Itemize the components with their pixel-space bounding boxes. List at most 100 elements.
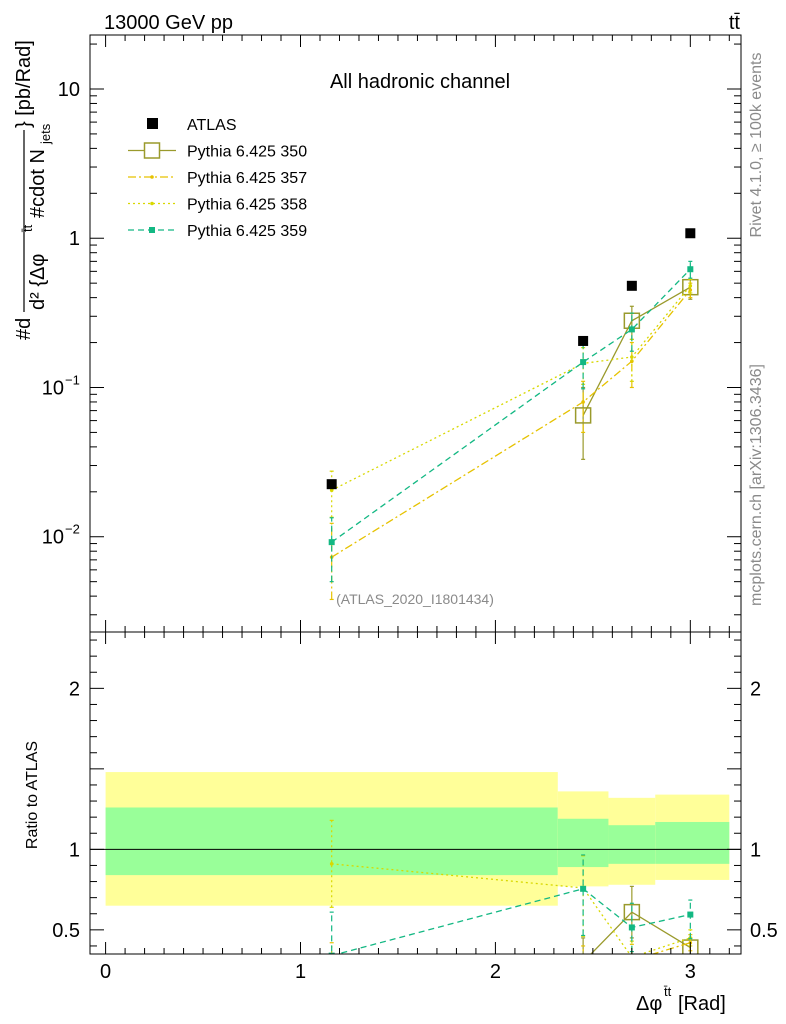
legend: ATLAS Pythia 6.425 350 Pythia 6.425 357 Pyt… bbox=[128, 117, 307, 240]
mcplots-label: mcplots.cern.ch [arXiv:1306.3436] bbox=[748, 364, 765, 606]
ratio-ytick-label-right-1: 1 bbox=[750, 839, 761, 861]
ratio-marks bbox=[328, 819, 699, 964]
ratio-ytick-label-left-0: 0.5 bbox=[52, 920, 80, 942]
main-title: All hadronic channel bbox=[330, 71, 510, 93]
ratio-pythia-6-425-357-line bbox=[650, 942, 691, 954]
main-ylabel-tail: #cdot N bbox=[27, 149, 49, 218]
ratio-pythia-6-425-357-point-0-marker bbox=[330, 957, 334, 961]
main-ylabel: #d d² {Δφ t̄t #cdot N jets } [pb/Rad] bbox=[13, 40, 53, 340]
main-series-atlas bbox=[326, 228, 696, 490]
main-ytick-exp: −1 bbox=[65, 372, 80, 387]
main-pythia-6-425-358-point-3-marker bbox=[688, 284, 693, 288]
legend-label: Pythia 6.425 358 bbox=[187, 197, 307, 214]
main-ytick-base: 1 bbox=[69, 228, 80, 250]
legend-marker bbox=[143, 142, 161, 159]
ratio-ytick-label-left-2: 2 bbox=[69, 678, 80, 700]
x-axis-title: Δφ t̄t [Rad] bbox=[636, 984, 726, 1015]
main-ylabel-unit: } [pb/Rad] bbox=[13, 40, 35, 128]
main-series-pythia-6-425-350 bbox=[574, 278, 699, 460]
ratio-bands bbox=[105, 772, 730, 906]
main-pythia-6-425-358-point-0-marker bbox=[329, 488, 334, 493]
main-ytick-label-2: 1 bbox=[69, 228, 80, 250]
main-series-pythia-6-425-357 bbox=[329, 282, 693, 601]
main-marks bbox=[326, 228, 699, 601]
legend-entry-pythia-6-425-358: Pythia 6.425 358 bbox=[128, 197, 307, 214]
main-pythia-6-425-350-point-0-marker bbox=[574, 407, 592, 424]
legend-marker bbox=[147, 118, 158, 129]
x-axis-title-sup: t̄t bbox=[664, 984, 672, 999]
main-ylabel-sub: jets bbox=[38, 123, 53, 145]
main-pythia-6-425-357-point-3-marker bbox=[688, 288, 693, 292]
legend-entry-pythia-6-425-350: Pythia 6.425 350 bbox=[128, 142, 307, 161]
ratio-panel: 0 1 2 3 0.5 0.5 1 1 2 2 Ratio to ATLAS Δφ t̄t [Ra… bbox=[24, 631, 778, 1015]
x-axis-title-unit: [Rad] bbox=[678, 993, 726, 1015]
legend-label: ATLAS bbox=[187, 117, 237, 134]
main-ylabel-denom: d² {Δφ bbox=[27, 254, 49, 310]
main-series-pythia-6-425-358 bbox=[329, 278, 693, 518]
main-series-pythia-6-425-359 bbox=[328, 260, 694, 583]
legend-entry-atlas: ATLAS bbox=[147, 117, 237, 134]
legend-label: Pythia 6.425 350 bbox=[187, 144, 307, 161]
ratio-pythia-6-425-359-point-3-marker bbox=[687, 911, 694, 918]
ratio-band-green-2 bbox=[608, 825, 656, 864]
main-ylabel-denom-sup: t̄t bbox=[20, 224, 35, 232]
legend-entry-pythia-6-425-357: Pythia 6.425 357 bbox=[128, 170, 307, 187]
ratio-axis-ticks: 0 1 2 3 0.5 0.5 1 1 2 2 bbox=[52, 632, 778, 983]
main-pythia-6-425-357-line bbox=[331, 289, 691, 558]
legend-marker bbox=[150, 175, 154, 179]
rivet-label: Rivet 4.1.0, ≥ 100k events bbox=[748, 53, 765, 238]
main-pythia-6-425-359-line bbox=[331, 268, 691, 543]
ratio-band-green-1 bbox=[557, 818, 609, 868]
ratio-pythia-6-425-359-point-1-marker bbox=[580, 885, 587, 892]
legend-marker bbox=[150, 201, 154, 206]
main-pythia-6-425-359-point-3-marker bbox=[687, 266, 694, 273]
process-label: tt̄ bbox=[729, 12, 741, 34]
main-atlas-point-3-marker bbox=[685, 228, 696, 239]
ratio-series-pythia-6-425-359 bbox=[328, 854, 694, 954]
main-atlas-point-0-marker bbox=[326, 479, 337, 490]
main-pythia-6-425-358-point-2-marker bbox=[630, 355, 634, 359]
ratio-series-pythia-6-425-350 bbox=[574, 885, 699, 954]
main-ytick-base: 10 bbox=[42, 377, 64, 399]
ratio-pythia-6-425-358-point-2-marker bbox=[630, 955, 634, 959]
ratio-xtick-label-3: 3 bbox=[685, 961, 696, 983]
energy-label: 13000 GeV pp bbox=[104, 12, 233, 34]
main-pythia-6-425-359-point-0-marker bbox=[328, 539, 335, 546]
main-pythia-6-425-357-point-1-marker bbox=[581, 400, 585, 404]
ratio-xtick-label-1: 1 bbox=[295, 961, 306, 983]
main-ytick-exp: −2 bbox=[65, 522, 80, 537]
ratio-pythia-6-425-358-line bbox=[331, 863, 691, 954]
main-pythia-6-425-358-line bbox=[331, 285, 691, 491]
main-pythia-6-425-359-point-2-marker bbox=[628, 326, 635, 333]
ratio-band-green-3 bbox=[655, 821, 730, 864]
legend-marker bbox=[149, 227, 155, 233]
ratio-ylabel: Ratio to ATLAS bbox=[24, 741, 41, 849]
main-ytick-label-1: 10 −1 bbox=[42, 372, 80, 399]
main-ytick-base: 10 bbox=[58, 79, 80, 101]
main-ytick-label-3: 10 bbox=[58, 79, 80, 101]
main-ylabel-numer: #d bbox=[13, 318, 35, 340]
ratio-pythia-6-425-357-point-2-marker bbox=[630, 959, 634, 963]
ratio-pythia-6-425-350-point-0-marker bbox=[574, 953, 592, 954]
main-ytick-base: 10 bbox=[42, 527, 64, 549]
ratio-pythia-6-425-359-point-2-marker bbox=[628, 924, 635, 931]
main-atlas-point-2-marker bbox=[626, 280, 637, 291]
main-pythia-6-425-359-point-1-marker bbox=[580, 359, 587, 366]
main-atlas-point-1-marker bbox=[578, 335, 589, 346]
ratio-ytick-label-left-1: 1 bbox=[69, 839, 80, 861]
main-ytick-label-0: 10 −2 bbox=[42, 522, 80, 549]
legend-label: Pythia 6.425 359 bbox=[187, 223, 307, 240]
legend-label: Pythia 6.425 357 bbox=[187, 170, 307, 187]
ratio-pythia-6-425-357-point-1-marker bbox=[581, 960, 585, 964]
legend-entry-pythia-6-425-359: Pythia 6.425 359 bbox=[128, 223, 307, 240]
ratio-xtick-label-0: 0 bbox=[100, 961, 111, 983]
ratio-xtick-label-2: 2 bbox=[490, 961, 501, 983]
ratio-pythia-6-425-359-line bbox=[335, 888, 691, 954]
ratio-pythia-6-425-359-point-0-marker bbox=[328, 952, 335, 954]
ratio-pythia-6-425-358-point-0-marker bbox=[329, 862, 334, 866]
analysis-tag: (ATLAS_2020_I1801434) bbox=[336, 591, 494, 607]
ratio-ytick-label-right-0: 0.5 bbox=[750, 920, 778, 942]
